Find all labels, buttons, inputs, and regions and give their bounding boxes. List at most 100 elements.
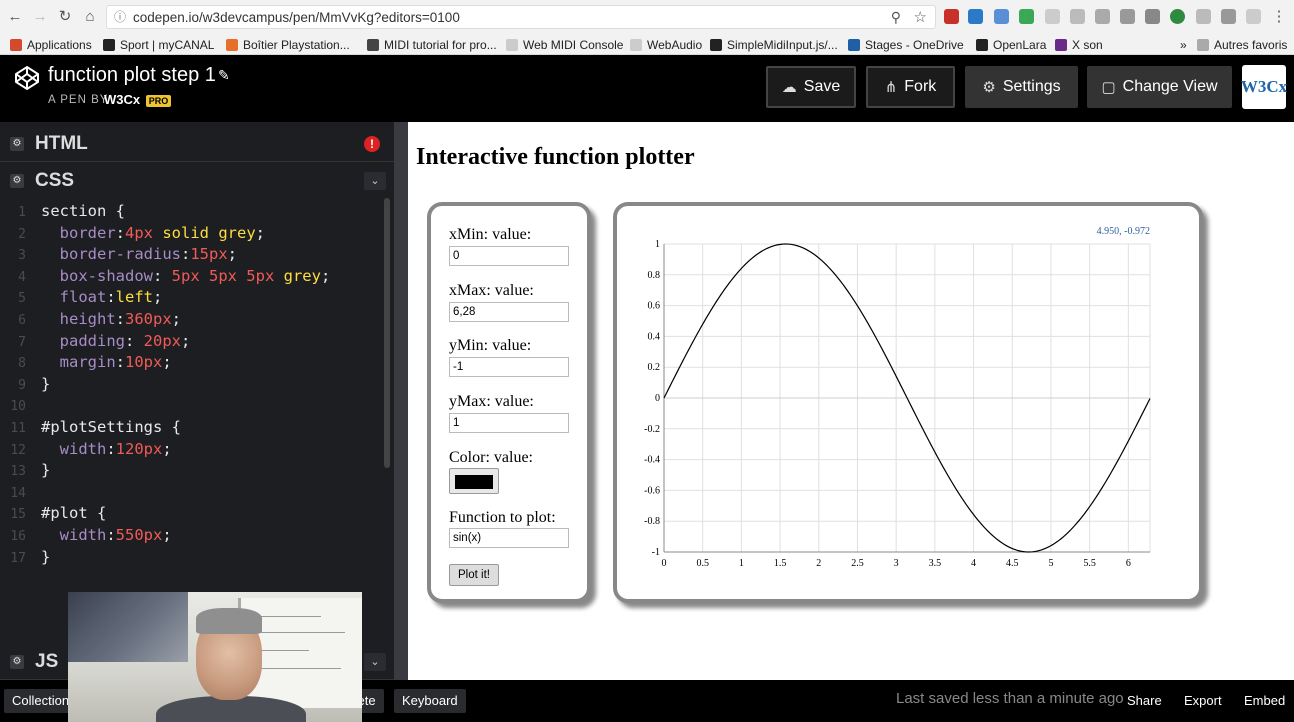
code-line: 16 width:550px; bbox=[0, 525, 380, 547]
code-token: ; bbox=[162, 526, 172, 544]
x-tick-label: 6 bbox=[1126, 558, 1131, 569]
fork-label: Fork bbox=[904, 78, 937, 95]
line-number: 2 bbox=[18, 226, 26, 242]
share-button[interactable]: Share bbox=[1127, 693, 1162, 708]
extension-icon[interactable] bbox=[1019, 9, 1034, 24]
ymin-input[interactable]: -1 bbox=[449, 357, 569, 377]
back-arrow-icon[interactable]: ← bbox=[7, 8, 23, 25]
extension-icon[interactable] bbox=[1120, 9, 1135, 24]
x-tick-label: 1 bbox=[739, 558, 744, 569]
extension-icon[interactable] bbox=[1246, 9, 1261, 24]
extension-icon[interactable] bbox=[1170, 9, 1185, 24]
x-tick-label: 3 bbox=[894, 558, 899, 569]
bookmark-label: Web MIDI Console bbox=[523, 37, 624, 52]
line-number: 8 bbox=[18, 356, 26, 372]
code-line: 8 margin:10px; bbox=[0, 352, 380, 374]
extension-icon[interactable] bbox=[994, 9, 1009, 24]
fork-icon: ⋔ bbox=[884, 79, 898, 96]
chevron-down-icon[interactable]: ⌄ bbox=[364, 653, 386, 671]
change-view-button[interactable]: ▢ Change View bbox=[1087, 66, 1232, 108]
gear-icon[interactable]: ⚙ bbox=[10, 136, 24, 151]
reload-icon[interactable]: ↻ bbox=[58, 8, 72, 25]
editor-scrollbar[interactable] bbox=[384, 198, 390, 468]
error-icon[interactable]: ! bbox=[364, 136, 380, 152]
other-bookmarks[interactable]: Autres favoris bbox=[1197, 36, 1287, 53]
menu-dots-icon[interactable]: ⋮ bbox=[1271, 8, 1287, 25]
pen-title[interactable]: function plot step 1 bbox=[48, 64, 216, 86]
bookmark-item[interactable]: WebAudio bbox=[630, 36, 702, 53]
code-token: : bbox=[115, 310, 125, 328]
extension-icon[interactable] bbox=[1070, 9, 1085, 24]
webcam-overlay bbox=[68, 592, 362, 722]
bookmarks-overflow[interactable]: » bbox=[1180, 37, 1187, 52]
extension-icon[interactable] bbox=[1221, 9, 1236, 24]
line-number: 10 bbox=[10, 399, 26, 415]
coordinate-readout: 4.950, -0.972 bbox=[1097, 226, 1150, 237]
bookmark-item[interactable]: SimpleMidiInput.js/... bbox=[710, 36, 838, 53]
settings-label: Settings bbox=[1002, 78, 1061, 95]
code-line: 9} bbox=[0, 374, 380, 396]
html-panel-header[interactable]: ⚙ HTML ! bbox=[0, 126, 394, 162]
codepen-logo-icon[interactable] bbox=[14, 65, 40, 91]
css-panel-header[interactable]: ⚙ CSS ⌄ bbox=[0, 163, 394, 199]
bookmark-star-icon[interactable]: ☆ bbox=[913, 9, 927, 26]
code-line: 5 float:left; bbox=[0, 287, 380, 309]
gear-icon[interactable]: ⚙ bbox=[10, 173, 24, 188]
line-number: 4 bbox=[18, 269, 26, 285]
function-plot[interactable]: 0 0.5 1 1.5 2 2.5 3 3.5 4 4.5 5 5.5 610.80.60.40.20-… bbox=[617, 206, 1199, 599]
fork-button[interactable]: ⋔ Fork bbox=[866, 66, 955, 108]
extension-icon[interactable] bbox=[1095, 9, 1110, 24]
bookmark-favicon-icon bbox=[710, 38, 722, 51]
gear-icon[interactable]: ⚙ bbox=[10, 654, 24, 669]
cast-icon[interactable] bbox=[1145, 9, 1160, 24]
code-line: 2 border:4px solid grey; bbox=[0, 223, 380, 245]
other-bookmarks-label: Autres favoris bbox=[1214, 37, 1288, 52]
xmin-label: xMin: value: bbox=[449, 226, 532, 243]
ymax-input[interactable]: 1 bbox=[449, 413, 569, 433]
embed-button[interactable]: Embed bbox=[1244, 693, 1286, 708]
bookmark-item[interactable]: Boîtier Playstation... bbox=[226, 36, 350, 53]
x-tick-label: 2 bbox=[816, 558, 821, 569]
css-code-editor[interactable]: 1 section {2 border:4px solid grey; 3 bord… bbox=[0, 198, 394, 642]
bookmark-item[interactable]: X son bbox=[1055, 36, 1103, 53]
w3cx-avatar[interactable]: W3Cx bbox=[1241, 65, 1287, 109]
plot-settings-panel: xMin: value: 0 xMax: value: 6,28 yMin: v… bbox=[427, 202, 591, 603]
pencil-icon[interactable]: ✎ bbox=[218, 67, 230, 83]
info-icon[interactable]: ⓘ bbox=[113, 10, 126, 24]
function-input[interactable]: sin(x) bbox=[449, 528, 569, 548]
x-tick-label: 3.5 bbox=[929, 558, 942, 569]
xmin-input[interactable]: 0 bbox=[449, 246, 569, 266]
code-token: width bbox=[41, 526, 107, 544]
bookmark-item[interactable]: Stages - OneDrive bbox=[848, 36, 964, 53]
address-bar[interactable]: ⓘ codepen.io/w3devcampus/pen/MmVvKg?edit… bbox=[106, 5, 936, 29]
bookmark-item[interactable]: MIDI tutorial for pro... bbox=[367, 36, 497, 53]
plot-button[interactable]: Plot it! bbox=[449, 564, 499, 586]
pen-author[interactable]: W3Cx bbox=[104, 92, 141, 107]
code-line: 17} bbox=[0, 547, 380, 569]
keyboard-button[interactable]: Keyboard bbox=[394, 689, 466, 713]
bookmark-item[interactable]: Sport | myCANAL bbox=[103, 36, 214, 53]
code-token: : bbox=[106, 288, 116, 307]
extension-icon[interactable] bbox=[968, 9, 983, 24]
bookmark-item[interactable]: Web MIDI Console bbox=[506, 36, 623, 53]
code-line: 14 bbox=[0, 482, 380, 504]
bookmark-item[interactable]: Applications bbox=[10, 36, 92, 53]
xmax-input[interactable]: 6,28 bbox=[449, 302, 569, 322]
extension-icon[interactable] bbox=[944, 9, 959, 24]
code-line: 3 border-radius:15px; bbox=[0, 244, 380, 266]
chevron-down-icon[interactable]: ⌄ bbox=[364, 172, 386, 190]
editor-resize-handle[interactable] bbox=[394, 122, 408, 680]
forward-arrow-icon[interactable]: → bbox=[32, 8, 48, 25]
code-token: grey bbox=[274, 266, 321, 285]
extension-icon[interactable] bbox=[1196, 9, 1211, 24]
color-picker[interactable] bbox=[449, 468, 499, 494]
home-icon[interactable]: ⌂ bbox=[85, 8, 95, 25]
export-button[interactable]: Export bbox=[1184, 693, 1222, 708]
settings-button[interactable]: ⚙ Settings bbox=[965, 66, 1078, 108]
save-button[interactable]: ☁ Save bbox=[766, 66, 856, 108]
bookmark-item[interactable]: OpenLara bbox=[976, 36, 1046, 53]
save-status: Last saved less than a minute ago bbox=[896, 690, 1124, 707]
zoom-icon[interactable]: ⚲ bbox=[890, 9, 901, 25]
code-token: margin bbox=[41, 353, 116, 372]
extension-icon[interactable] bbox=[1045, 9, 1060, 24]
